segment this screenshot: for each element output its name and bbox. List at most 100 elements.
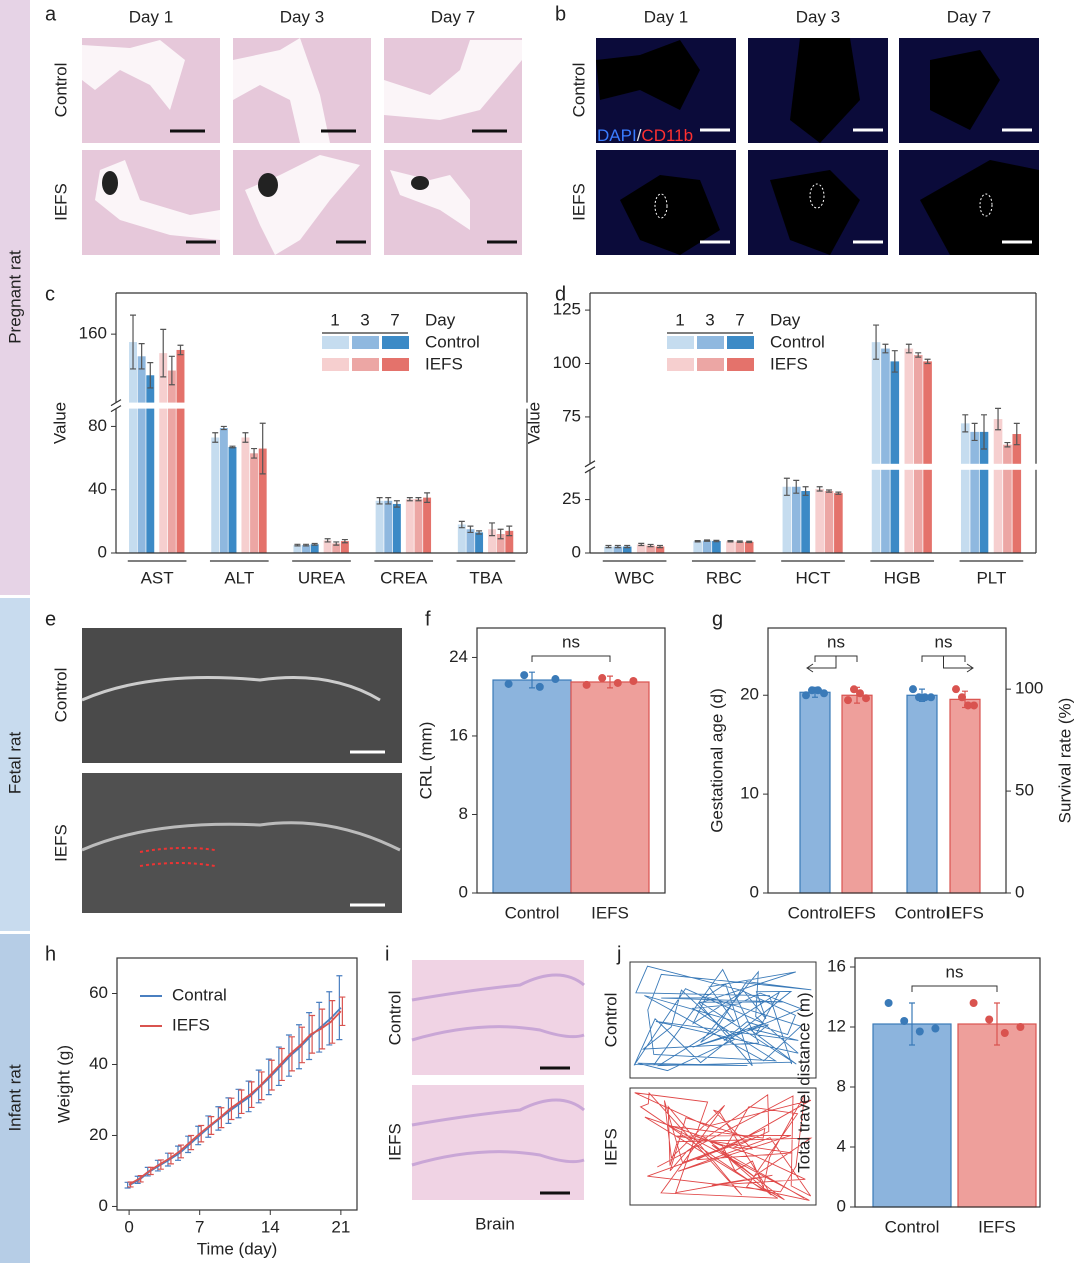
error-bar: [476, 530, 483, 535]
data-point: [985, 1015, 994, 1024]
caption: Brain: [475, 1214, 515, 1233]
brain-image: [412, 1085, 584, 1200]
error-bar: [259, 422, 266, 475]
error-bar: [229, 445, 236, 449]
legend-day: 7: [735, 310, 744, 329]
bar: [801, 491, 810, 553]
marker: [102, 171, 429, 197]
data-point: [814, 686, 822, 695]
error-bar: [336, 975, 343, 1041]
data-point: [535, 682, 544, 691]
legend-label: IEFS: [770, 354, 808, 373]
data-point: [921, 693, 929, 702]
data-point: [629, 677, 638, 685]
bar: [655, 546, 665, 553]
legend-day: 1: [675, 310, 684, 329]
bar: [475, 532, 484, 553]
error-bar: [178, 1144, 185, 1159]
y-tick-label: 20: [740, 685, 759, 704]
bar: [904, 348, 914, 553]
bar: [375, 500, 384, 553]
error-bar: [177, 344, 184, 356]
bar: [250, 453, 259, 553]
y-tick-label: 100: [553, 353, 581, 372]
legend-swatch: [667, 358, 694, 371]
row-label: Control: [385, 991, 404, 1046]
bar: [913, 354, 923, 553]
error-bar: [835, 491, 842, 495]
y-tick-label: 0: [1015, 882, 1024, 901]
error-bar: [614, 544, 621, 549]
legend-title: Day: [770, 310, 801, 329]
data-point: [1000, 1029, 1009, 1037]
data-point: [884, 999, 893, 1007]
brain-image: [412, 960, 584, 1075]
ultrasound-structure: [81, 821, 401, 852]
break-mark: [584, 466, 596, 474]
bar: [881, 348, 890, 553]
error-bar: [406, 497, 413, 502]
panel-letter: b: [555, 3, 566, 25]
x-tick-label: Control: [885, 1217, 940, 1236]
x-tick-label: Control: [788, 903, 843, 922]
stain-part: /: [637, 126, 642, 145]
data-point: [850, 685, 858, 694]
fluorescence-lumen: [596, 38, 1039, 255]
error-bar: [329, 999, 336, 1044]
error-bar: [605, 544, 612, 549]
column-label: Day 1: [129, 7, 173, 26]
y-tick-label: 8: [837, 1076, 846, 1095]
row-label: Control: [601, 993, 620, 1048]
error-bar: [385, 497, 392, 505]
bar: [405, 499, 414, 553]
crl-trace: [139, 862, 216, 867]
legend-swatch: [322, 336, 349, 349]
bar: [791, 486, 801, 553]
error-bar: [713, 539, 720, 543]
x-tick-label: ALT: [224, 568, 254, 587]
bar: [570, 681, 650, 894]
panel-letter: d: [555, 283, 566, 305]
panel-letter: j: [616, 943, 621, 965]
side-label: Pregnant rat: [5, 250, 24, 344]
data-point: [931, 1024, 940, 1033]
row-label: IEFS: [51, 183, 70, 221]
legend-label: Control: [425, 332, 480, 351]
row-label: IEFS: [601, 1128, 620, 1166]
data-point: [952, 685, 960, 694]
y-tick-label: 75: [562, 406, 581, 425]
error-bar: [294, 543, 301, 547]
side-band: [0, 0, 30, 595]
error-bar: [242, 432, 249, 443]
data-point: [504, 679, 513, 688]
error-bar: [746, 540, 753, 544]
x-tick-label: 14: [261, 1217, 280, 1236]
bar: [492, 679, 572, 894]
legend-day: 7: [390, 310, 399, 329]
data-point: [613, 678, 622, 687]
stain-label: DAPI/CD11b: [597, 126, 693, 145]
y-tick-label: 0: [98, 542, 107, 561]
error-bar: [188, 1134, 195, 1151]
data-point: [1016, 1023, 1025, 1031]
error-bar: [624, 544, 631, 549]
error-bar: [333, 541, 340, 546]
legend-swatch: [727, 358, 754, 371]
annotation: ns: [827, 632, 845, 651]
x-tick-label: UREA: [298, 568, 346, 587]
data-point: [915, 1027, 924, 1036]
track: [634, 1091, 813, 1201]
error-bar: [1013, 422, 1020, 446]
bar: [613, 546, 623, 553]
bar: [979, 431, 989, 553]
bar: [872, 1023, 952, 1208]
bar: [970, 431, 979, 553]
legend-swatch: [697, 358, 724, 371]
x-tick-label: TBA: [469, 568, 503, 587]
error-bar: [303, 543, 310, 547]
error-bar: [130, 314, 137, 370]
x-tick-label: HCT: [796, 568, 831, 587]
crl-trace: [139, 846, 216, 853]
stain-part: DAPI: [597, 126, 637, 145]
